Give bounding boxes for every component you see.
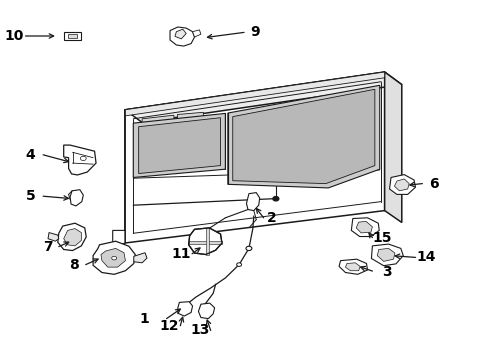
Polygon shape — [142, 115, 174, 125]
Circle shape — [246, 246, 252, 251]
Polygon shape — [93, 241, 135, 274]
Polygon shape — [371, 244, 403, 266]
Polygon shape — [170, 27, 195, 46]
Polygon shape — [246, 193, 260, 211]
Polygon shape — [228, 85, 380, 188]
Polygon shape — [177, 112, 203, 121]
Polygon shape — [101, 248, 125, 267]
Polygon shape — [125, 72, 402, 122]
Polygon shape — [193, 30, 201, 37]
Polygon shape — [178, 302, 193, 316]
Polygon shape — [58, 223, 86, 251]
Circle shape — [237, 263, 242, 266]
Polygon shape — [394, 179, 409, 191]
Polygon shape — [345, 263, 360, 271]
Text: 11: 11 — [172, 247, 191, 261]
Polygon shape — [125, 72, 385, 116]
Circle shape — [112, 256, 117, 260]
Text: 15: 15 — [372, 231, 392, 244]
Text: 4: 4 — [25, 148, 35, 162]
Polygon shape — [339, 259, 368, 274]
Polygon shape — [390, 175, 416, 194]
Text: 14: 14 — [416, 251, 436, 264]
Polygon shape — [64, 229, 81, 246]
Polygon shape — [125, 72, 385, 243]
Text: 7: 7 — [43, 240, 53, 253]
Polygon shape — [139, 118, 220, 174]
Polygon shape — [233, 89, 375, 184]
Text: 9: 9 — [250, 26, 260, 39]
Polygon shape — [175, 29, 186, 39]
Text: 10: 10 — [4, 29, 24, 43]
Polygon shape — [377, 248, 395, 261]
Polygon shape — [356, 221, 372, 233]
Polygon shape — [64, 145, 96, 175]
Text: 1: 1 — [140, 312, 149, 325]
Polygon shape — [189, 228, 222, 255]
Text: 8: 8 — [70, 258, 79, 271]
Text: 13: 13 — [190, 324, 210, 337]
Text: 12: 12 — [159, 319, 179, 333]
Text: 2: 2 — [267, 211, 277, 225]
Polygon shape — [70, 190, 83, 206]
Polygon shape — [68, 34, 77, 38]
Polygon shape — [48, 233, 59, 241]
Polygon shape — [64, 32, 81, 40]
Polygon shape — [198, 303, 215, 319]
Circle shape — [80, 156, 86, 161]
Polygon shape — [133, 113, 225, 177]
Text: 6: 6 — [429, 177, 439, 190]
Polygon shape — [113, 230, 125, 248]
Polygon shape — [351, 218, 379, 237]
Polygon shape — [134, 253, 147, 263]
Text: 3: 3 — [382, 265, 392, 279]
Circle shape — [273, 197, 279, 201]
Text: 5: 5 — [25, 189, 35, 203]
Polygon shape — [385, 72, 402, 222]
Polygon shape — [206, 228, 209, 255]
Polygon shape — [189, 241, 222, 244]
